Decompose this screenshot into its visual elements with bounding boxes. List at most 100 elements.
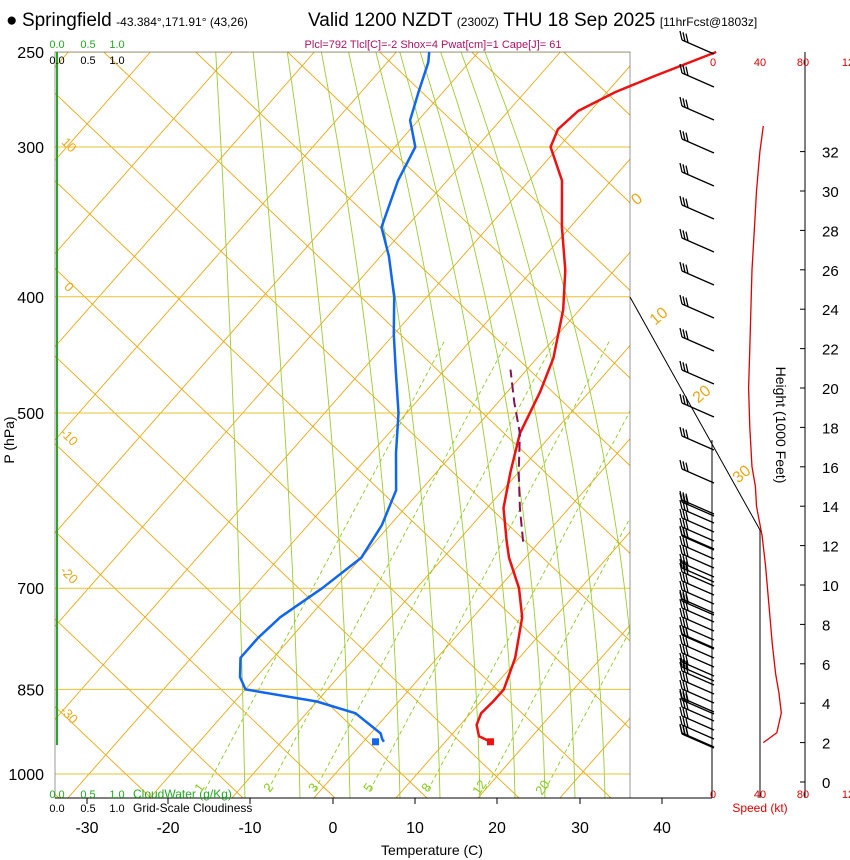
wind-barb-feather bbox=[679, 643, 683, 654]
wind-barb-feather bbox=[685, 565, 689, 575]
wind-barb-feather bbox=[685, 574, 689, 584]
wind-barb-feather bbox=[682, 555, 686, 565]
wind-barb-feather bbox=[685, 529, 689, 539]
wind-barb bbox=[679, 535, 715, 560]
wind-barb bbox=[679, 508, 715, 533]
dry-adiabat-line bbox=[55, 267, 612, 798]
dry-adiabat-line bbox=[656, 52, 850, 798]
wind-barb-feather bbox=[682, 428, 686, 438]
wind-barb-feather bbox=[685, 363, 689, 373]
wind-barb-feather bbox=[682, 263, 686, 273]
height-tick-label: 10 bbox=[822, 578, 839, 595]
height-tick-label: 0 bbox=[822, 775, 830, 792]
wind-barb-feather bbox=[682, 659, 686, 669]
cloudwater-tick-top: 0.0 bbox=[49, 39, 64, 51]
wind-barb-feather bbox=[682, 501, 686, 511]
wind-barb-feather bbox=[685, 396, 689, 406]
wind-barb-feather bbox=[685, 637, 689, 647]
wind-barb bbox=[679, 724, 715, 749]
cloudiness-tick-top: 1.0 bbox=[109, 55, 124, 67]
wind-barb-feather bbox=[685, 231, 689, 241]
x-tick-label: -10 bbox=[238, 820, 261, 837]
height-tick-label: 4 bbox=[822, 696, 830, 713]
wind-barb-feather bbox=[682, 726, 686, 736]
dry-adiabat-line bbox=[471, 52, 630, 204]
wind-barb-feather bbox=[679, 634, 683, 645]
cloudiness-tick-top: 0.0 bbox=[49, 55, 64, 67]
wind-barb-feather bbox=[679, 162, 683, 173]
pressure-tick-label: 300 bbox=[17, 140, 44, 157]
ground-level-line bbox=[629, 296, 761, 531]
cloudwater-tick-bottom: 0.5 bbox=[80, 789, 95, 801]
wind-barb-feather bbox=[682, 537, 686, 547]
height-tick-label: 18 bbox=[822, 420, 839, 437]
height-tick-label: 16 bbox=[822, 460, 839, 477]
wind-barb-feather bbox=[685, 547, 689, 557]
wind-barb-feather bbox=[679, 697, 683, 708]
wind-barb-feather bbox=[682, 591, 686, 601]
wind-barb bbox=[679, 517, 715, 542]
wind-barb bbox=[679, 697, 715, 722]
wind-barb bbox=[679, 499, 715, 524]
wind-barb-feather bbox=[679, 553, 683, 564]
height-tick-label: 6 bbox=[822, 657, 830, 674]
wind-barb bbox=[679, 553, 715, 578]
height-tick-label: 32 bbox=[822, 145, 839, 162]
isotherm-line bbox=[477, 624, 630, 798]
wind-barb-feather bbox=[679, 558, 683, 569]
wind-barb-feather bbox=[679, 294, 683, 305]
isotherm-line bbox=[313, 438, 630, 798]
wind-barb-feather bbox=[685, 709, 689, 719]
wind-barb-feather bbox=[685, 592, 689, 602]
wind-barb-feather bbox=[682, 609, 686, 619]
wind-barb bbox=[679, 580, 715, 605]
wind-barb-feather bbox=[679, 327, 683, 338]
wind-barb-feather bbox=[679, 393, 683, 404]
wind-barb-feather bbox=[685, 673, 689, 683]
speed-axis-title: Speed (kt) bbox=[732, 801, 787, 815]
header-valid: Valid 1200 NZDT (2300Z) THU 18 Sep 2025 … bbox=[308, 10, 757, 32]
wind-barb-feather bbox=[679, 544, 683, 555]
wind-barb-feather bbox=[685, 297, 689, 307]
wind-barb bbox=[679, 129, 715, 154]
cloudwater-tick-top: 1.0 bbox=[109, 39, 124, 51]
wind-barb-feather bbox=[679, 30, 683, 41]
wind-barb-feather bbox=[682, 600, 686, 610]
moist-adiabat-line bbox=[460, 52, 606, 798]
wind-barb-feather bbox=[685, 198, 689, 208]
moist-adiabat-line bbox=[419, 52, 546, 798]
wind-barb-feather bbox=[679, 679, 683, 690]
wind-barb bbox=[679, 591, 715, 616]
wind-barb-staff bbox=[681, 171, 715, 187]
wind-barb-feather bbox=[682, 32, 686, 42]
wind-barb-feather bbox=[679, 508, 683, 519]
isotherm-line bbox=[559, 717, 630, 798]
wind-barb-feather bbox=[685, 493, 689, 503]
wind-barb-feather bbox=[679, 589, 683, 600]
wind-barb-feather bbox=[685, 502, 689, 512]
station-coords: -43.384°,171.91° (43,26) bbox=[116, 15, 248, 29]
wind-barb-feather bbox=[679, 562, 683, 573]
moist-adiabat-line bbox=[375, 52, 481, 798]
height-tick-label: 26 bbox=[822, 263, 839, 280]
surface-dewpoint-marker bbox=[372, 738, 379, 746]
wind-barb bbox=[679, 492, 715, 517]
isotherm-line bbox=[55, 52, 479, 534]
moist-adiabat-label: 10 bbox=[647, 304, 672, 329]
wind-barb bbox=[679, 634, 715, 659]
cloudiness-label: Grid-Scale Cloudiness bbox=[133, 801, 252, 815]
wind-barb-feather bbox=[679, 706, 683, 717]
wind-barb-feather bbox=[685, 556, 689, 566]
wind-barb-feather bbox=[679, 616, 683, 627]
wind-barb-feather bbox=[682, 618, 686, 628]
wind-barb-staff bbox=[681, 39, 715, 55]
wind-barb-feather bbox=[682, 492, 686, 502]
dry-adiabat-label: -10 bbox=[57, 425, 81, 449]
wind-barb-feather bbox=[679, 670, 683, 681]
wind-barb bbox=[679, 670, 715, 695]
wind-barb-feather bbox=[685, 132, 689, 142]
wind-barb-feather bbox=[685, 660, 689, 670]
wind-barb-feather bbox=[685, 330, 689, 340]
wind-barb bbox=[679, 643, 715, 668]
